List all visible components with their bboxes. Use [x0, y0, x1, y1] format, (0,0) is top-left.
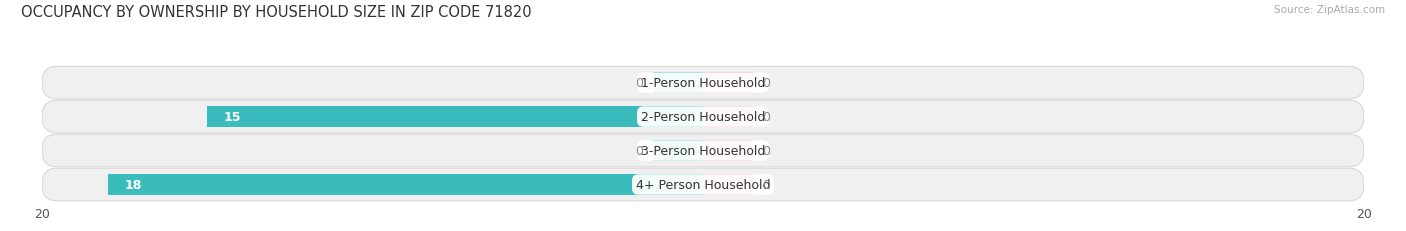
- Bar: [108, 174, 703, 195]
- Bar: [703, 73, 752, 94]
- Text: 0: 0: [636, 144, 644, 157]
- Bar: [654, 73, 703, 94]
- FancyBboxPatch shape: [42, 168, 1364, 201]
- Text: OCCUPANCY BY OWNERSHIP BY HOUSEHOLD SIZE IN ZIP CODE 71820: OCCUPANCY BY OWNERSHIP BY HOUSEHOLD SIZE…: [21, 5, 531, 20]
- Bar: [703, 106, 752, 128]
- Text: 0: 0: [762, 77, 770, 90]
- Text: 18: 18: [125, 178, 142, 191]
- Bar: [703, 140, 752, 161]
- Text: Source: ZipAtlas.com: Source: ZipAtlas.com: [1274, 5, 1385, 15]
- Text: 0: 0: [762, 144, 770, 157]
- Bar: [654, 140, 703, 161]
- Text: 3-Person Household: 3-Person Household: [641, 144, 765, 157]
- FancyBboxPatch shape: [42, 135, 1364, 167]
- Text: 1-Person Household: 1-Person Household: [641, 77, 765, 90]
- FancyBboxPatch shape: [42, 67, 1364, 100]
- FancyBboxPatch shape: [42, 101, 1364, 133]
- Text: 0: 0: [762, 111, 770, 124]
- Text: 0: 0: [636, 77, 644, 90]
- Text: 4+ Person Household: 4+ Person Household: [636, 178, 770, 191]
- Bar: [703, 174, 752, 195]
- Text: 0: 0: [762, 178, 770, 191]
- Text: 2-Person Household: 2-Person Household: [641, 111, 765, 124]
- Bar: [207, 106, 703, 128]
- Text: 15: 15: [224, 111, 242, 124]
